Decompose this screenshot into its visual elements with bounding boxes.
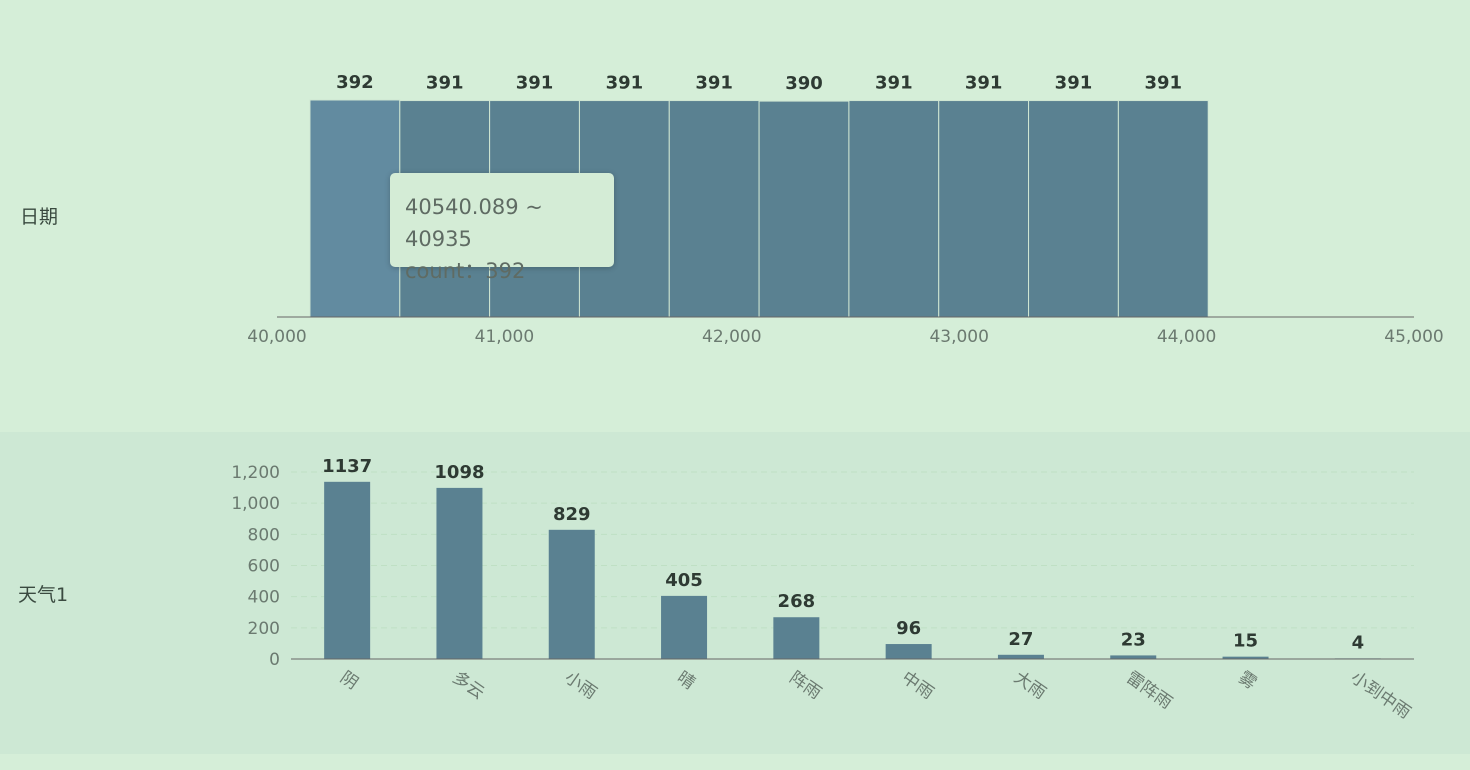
histogram-bar: [309, 99, 401, 318]
bar-chart-y-tick-label: 200: [248, 619, 280, 639]
histogram-value-label: 391: [695, 73, 733, 94]
weather-bar: [773, 617, 820, 659]
histogram-value-label: 391: [516, 73, 554, 94]
bar-chart-y-tick-label: 600: [248, 557, 280, 577]
histogram-value-label: 392: [336, 72, 374, 93]
histogram-tooltip: 40540.089 ~ 40935 count：392: [390, 173, 614, 283]
histogram-value-label: 390: [785, 73, 823, 94]
weather-category-label: 小到中雨: [1347, 668, 1414, 723]
bar-chart-y-tick-label: 1,200: [231, 463, 280, 483]
histogram-value-label: 391: [875, 73, 913, 94]
histogram-value-label: 391: [1145, 73, 1183, 94]
histogram-bar: [758, 100, 850, 318]
weather-bar: [324, 481, 371, 659]
weather-chart-panel: [0, 432, 1470, 754]
weather-bar-value-label: 4: [1352, 632, 1365, 653]
tooltip-range: 40540.089 ~ 40935: [405, 195, 543, 251]
histogram-value-label: 391: [1055, 73, 1093, 94]
histogram-bar: [1117, 100, 1209, 318]
weather-bar-value-label: 1098: [434, 462, 484, 483]
weather-bar-value-label: 405: [665, 570, 703, 591]
histogram-bar: [668, 100, 760, 318]
weather-bar: [997, 654, 1044, 659]
weather-bar-value-label: 15: [1233, 631, 1258, 652]
weather-bar: [1222, 656, 1269, 659]
weather-bar-value-label: 829: [553, 504, 591, 525]
weather-bar: [1110, 655, 1157, 659]
tooltip-count: count：392: [405, 259, 526, 283]
histogram-x-tick-label: 40,000: [247, 327, 306, 347]
bar-chart-y-tick-label: 800: [248, 525, 280, 545]
histogram-bar: [848, 100, 940, 318]
weather-category-label: 大雨: [1010, 668, 1049, 704]
weather-bar-value-label: 96: [896, 618, 921, 639]
histogram-x-tick-label: 41,000: [475, 327, 534, 347]
weather-bar: [548, 529, 595, 659]
weather-category-label: 多云: [449, 668, 488, 704]
histogram-bar: [1028, 100, 1119, 318]
histogram-x-tick-label: 43,000: [929, 327, 988, 347]
histogram-bar: [938, 100, 1030, 318]
weather-category-label: 雾: [1235, 668, 1260, 694]
weather-bar-value-label: 1137: [322, 456, 372, 477]
row-label-weather: 天气1: [18, 584, 69, 606]
row-label-date: 日期: [20, 206, 59, 228]
weather-category-label: 晴: [673, 668, 698, 694]
weather-bar-value-label: 23: [1121, 629, 1146, 650]
weather-category-label: 雷阵雨: [1122, 668, 1175, 714]
weather-bar: [436, 487, 483, 659]
histogram-x-tick-label: 42,000: [702, 327, 761, 347]
weather-bar-value-label: 268: [778, 591, 816, 612]
histogram-value-label: 391: [965, 73, 1003, 94]
bar-chart-y-tick-label: 1,000: [231, 494, 280, 514]
bar-chart-y-tick-label: 400: [248, 588, 280, 608]
histogram-value-label: 391: [426, 73, 464, 94]
weather-bar-value-label: 27: [1008, 629, 1033, 650]
weather-bar: [885, 644, 932, 659]
weather-category-label: 中雨: [898, 668, 937, 704]
histogram-value-label: 391: [606, 73, 644, 94]
weather-bar: [661, 595, 708, 659]
histogram-x-tick-label: 45,000: [1384, 327, 1443, 347]
bottom-strip: [0, 754, 1470, 770]
histogram-x-tick-label: 44,000: [1157, 327, 1216, 347]
bar-chart-y-tick-label: 0: [269, 650, 280, 670]
weather-category-label: 阴: [336, 668, 361, 694]
weather-category-label: 阵雨: [785, 668, 824, 704]
weather-category-label: 小雨: [561, 668, 600, 704]
